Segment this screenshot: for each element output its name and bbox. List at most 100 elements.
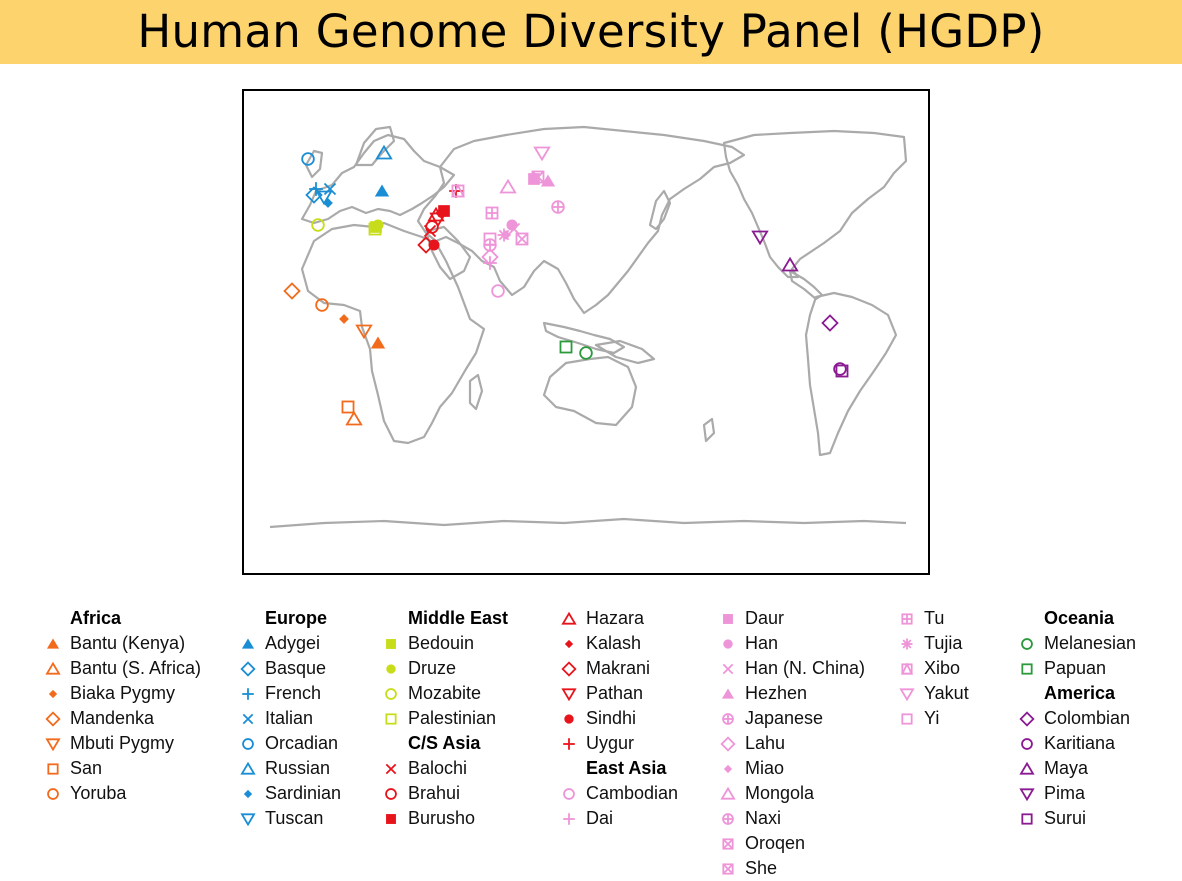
legend-label: Karitiana: [1044, 733, 1116, 753]
japan-outline: [648, 189, 672, 231]
legend-label: Adygei: [265, 633, 321, 653]
scandinavia-outline: [354, 125, 396, 167]
circle-icon: [242, 738, 254, 750]
diamond-icon: [720, 736, 736, 752]
legend-label: Sardinian: [265, 783, 342, 803]
map-marker-cambodian: [491, 284, 505, 298]
legend-header-africa: Africa: [70, 608, 122, 628]
cross-icon: [722, 663, 734, 675]
circle-icon: [1021, 638, 1033, 650]
legend-item-french: French: [239, 681, 327, 706]
map-marker-mongola: [499, 178, 517, 194]
legend-label: Sindhi: [586, 708, 637, 728]
square-plus-icon: [901, 613, 913, 625]
square-filled-icon: [386, 814, 396, 824]
australia-outline: [542, 355, 638, 427]
triangle-icon: [45, 661, 61, 675]
map-marker-surui: [835, 364, 849, 378]
legend-item-druze: Druze: [382, 656, 508, 681]
circle-plus-icon: [722, 713, 734, 725]
legend-label: Lahu: [745, 733, 786, 753]
triangle-down-icon: [45, 738, 61, 752]
legend-label: Naxi: [745, 808, 782, 828]
asterisk-icon: [901, 638, 913, 650]
square-cross-icon: [722, 863, 734, 875]
map-marker-tuscan: [315, 190, 333, 206]
legend-label: Balochi: [408, 758, 468, 778]
legend-column-3: Middle East Bedouin Druze Mozabite Palestini…: [382, 606, 508, 831]
legend-label: Maya: [1044, 758, 1089, 778]
triangle-down-icon: [1019, 788, 1035, 802]
triangle-down-icon: [561, 688, 577, 702]
legend-label: Kalash: [586, 633, 642, 653]
triangle-filled-icon: [46, 638, 60, 649]
map-marker-burusho: [438, 205, 450, 217]
legend-label: Bedouin: [408, 633, 475, 653]
legend-label: Colombian: [1044, 708, 1131, 728]
legend-item-surui: Surui: [1018, 806, 1115, 831]
legend-label: Tu: [924, 608, 945, 628]
circle-icon: [563, 788, 575, 800]
legend-label: Surui: [1044, 808, 1087, 828]
legend-header-europe: Europe: [265, 608, 328, 628]
legend-item-pima: Pima: [1018, 781, 1115, 806]
legend-label: Basque: [265, 658, 327, 678]
legend-item-kalash: Kalash: [560, 631, 666, 656]
map-marker-tu: [485, 206, 499, 220]
legend-item-russian: Russian: [239, 756, 330, 781]
legend-header-middle-east: Middle East: [408, 608, 509, 628]
circle-filled-icon: [564, 714, 574, 724]
legend-item-sindhi: Sindhi: [560, 706, 666, 731]
map-marker-pathan: [429, 212, 447, 228]
legend-item-makrani: Makrani: [560, 656, 666, 681]
diamond-filled-icon: [243, 789, 253, 799]
diamond-filled-icon: [48, 689, 58, 699]
legend-item-maya: Maya: [1018, 756, 1115, 781]
map-marker-adygei: [374, 184, 390, 197]
triangle-icon: [720, 786, 736, 800]
diamond-filled-icon: [723, 764, 733, 774]
legend-label: Mbuti Pygmy: [70, 733, 175, 753]
map-marker-melanesian: [579, 346, 593, 360]
map-marker-biaka-pygmy: [339, 314, 349, 324]
diamond-filled-icon: [564, 639, 574, 649]
legend-label: Makrani: [586, 658, 651, 678]
southeast-islands-outline: [542, 321, 626, 355]
legend-label: Mandenka: [70, 708, 155, 728]
legend-label: Burusho: [408, 808, 476, 828]
map-marker-palestinian: [368, 222, 382, 236]
map-marker-colombian: [821, 314, 839, 332]
map-marker-karitiana: [833, 362, 847, 376]
map-marker-she: [515, 232, 529, 246]
legend-label: Brahui: [408, 783, 461, 803]
map-marker-yakut: [533, 146, 551, 162]
circle-icon: [385, 688, 397, 700]
legend-item-tuscan: Tuscan: [239, 806, 327, 831]
legend-item-karitiana: Karitiana: [1018, 731, 1115, 756]
legend-label: San: [70, 758, 103, 778]
legend-header-east-asia: East Asia: [586, 758, 667, 778]
legend-label: Yakut: [924, 683, 969, 703]
map-marker-bantu-kenya: [370, 336, 386, 349]
map-marker-orcadian: [301, 152, 315, 166]
population-markers: [283, 144, 849, 426]
map-marker-yoruba: [315, 298, 329, 312]
diamond-icon: [45, 711, 61, 727]
legend-label: Dai: [586, 808, 614, 828]
legend-column-2: Europe Adygei Basque French Italian Orcadian R…: [239, 606, 341, 831]
legend-column-4: Hazara Kalash Makrani Pathan Sindhi Uygur East…: [560, 606, 678, 831]
madagascar-outline: [468, 373, 484, 411]
map-marker-mandenka: [283, 282, 301, 300]
legend-item-pathan: Pathan: [560, 681, 666, 706]
legend-item-papuan: Papuan: [1018, 656, 1115, 681]
south-america-outline: [804, 291, 898, 457]
legend-item-yoruba: Yoruba: [44, 781, 126, 806]
legend-label: Yi: [924, 708, 940, 728]
legend-item-adygei: Adygei: [239, 631, 327, 656]
legend-column-1: Africa Bantu (Kenya) Bantu (S. Africa) Biak…: [44, 606, 201, 806]
legend-item-mandenka: Mandenka: [44, 706, 154, 731]
legend-item-bedouin: Bedouin: [382, 631, 508, 656]
legend-label: Han: [745, 633, 779, 653]
map-marker-lahu: [481, 248, 499, 266]
legend-label: Uygur: [586, 733, 635, 753]
